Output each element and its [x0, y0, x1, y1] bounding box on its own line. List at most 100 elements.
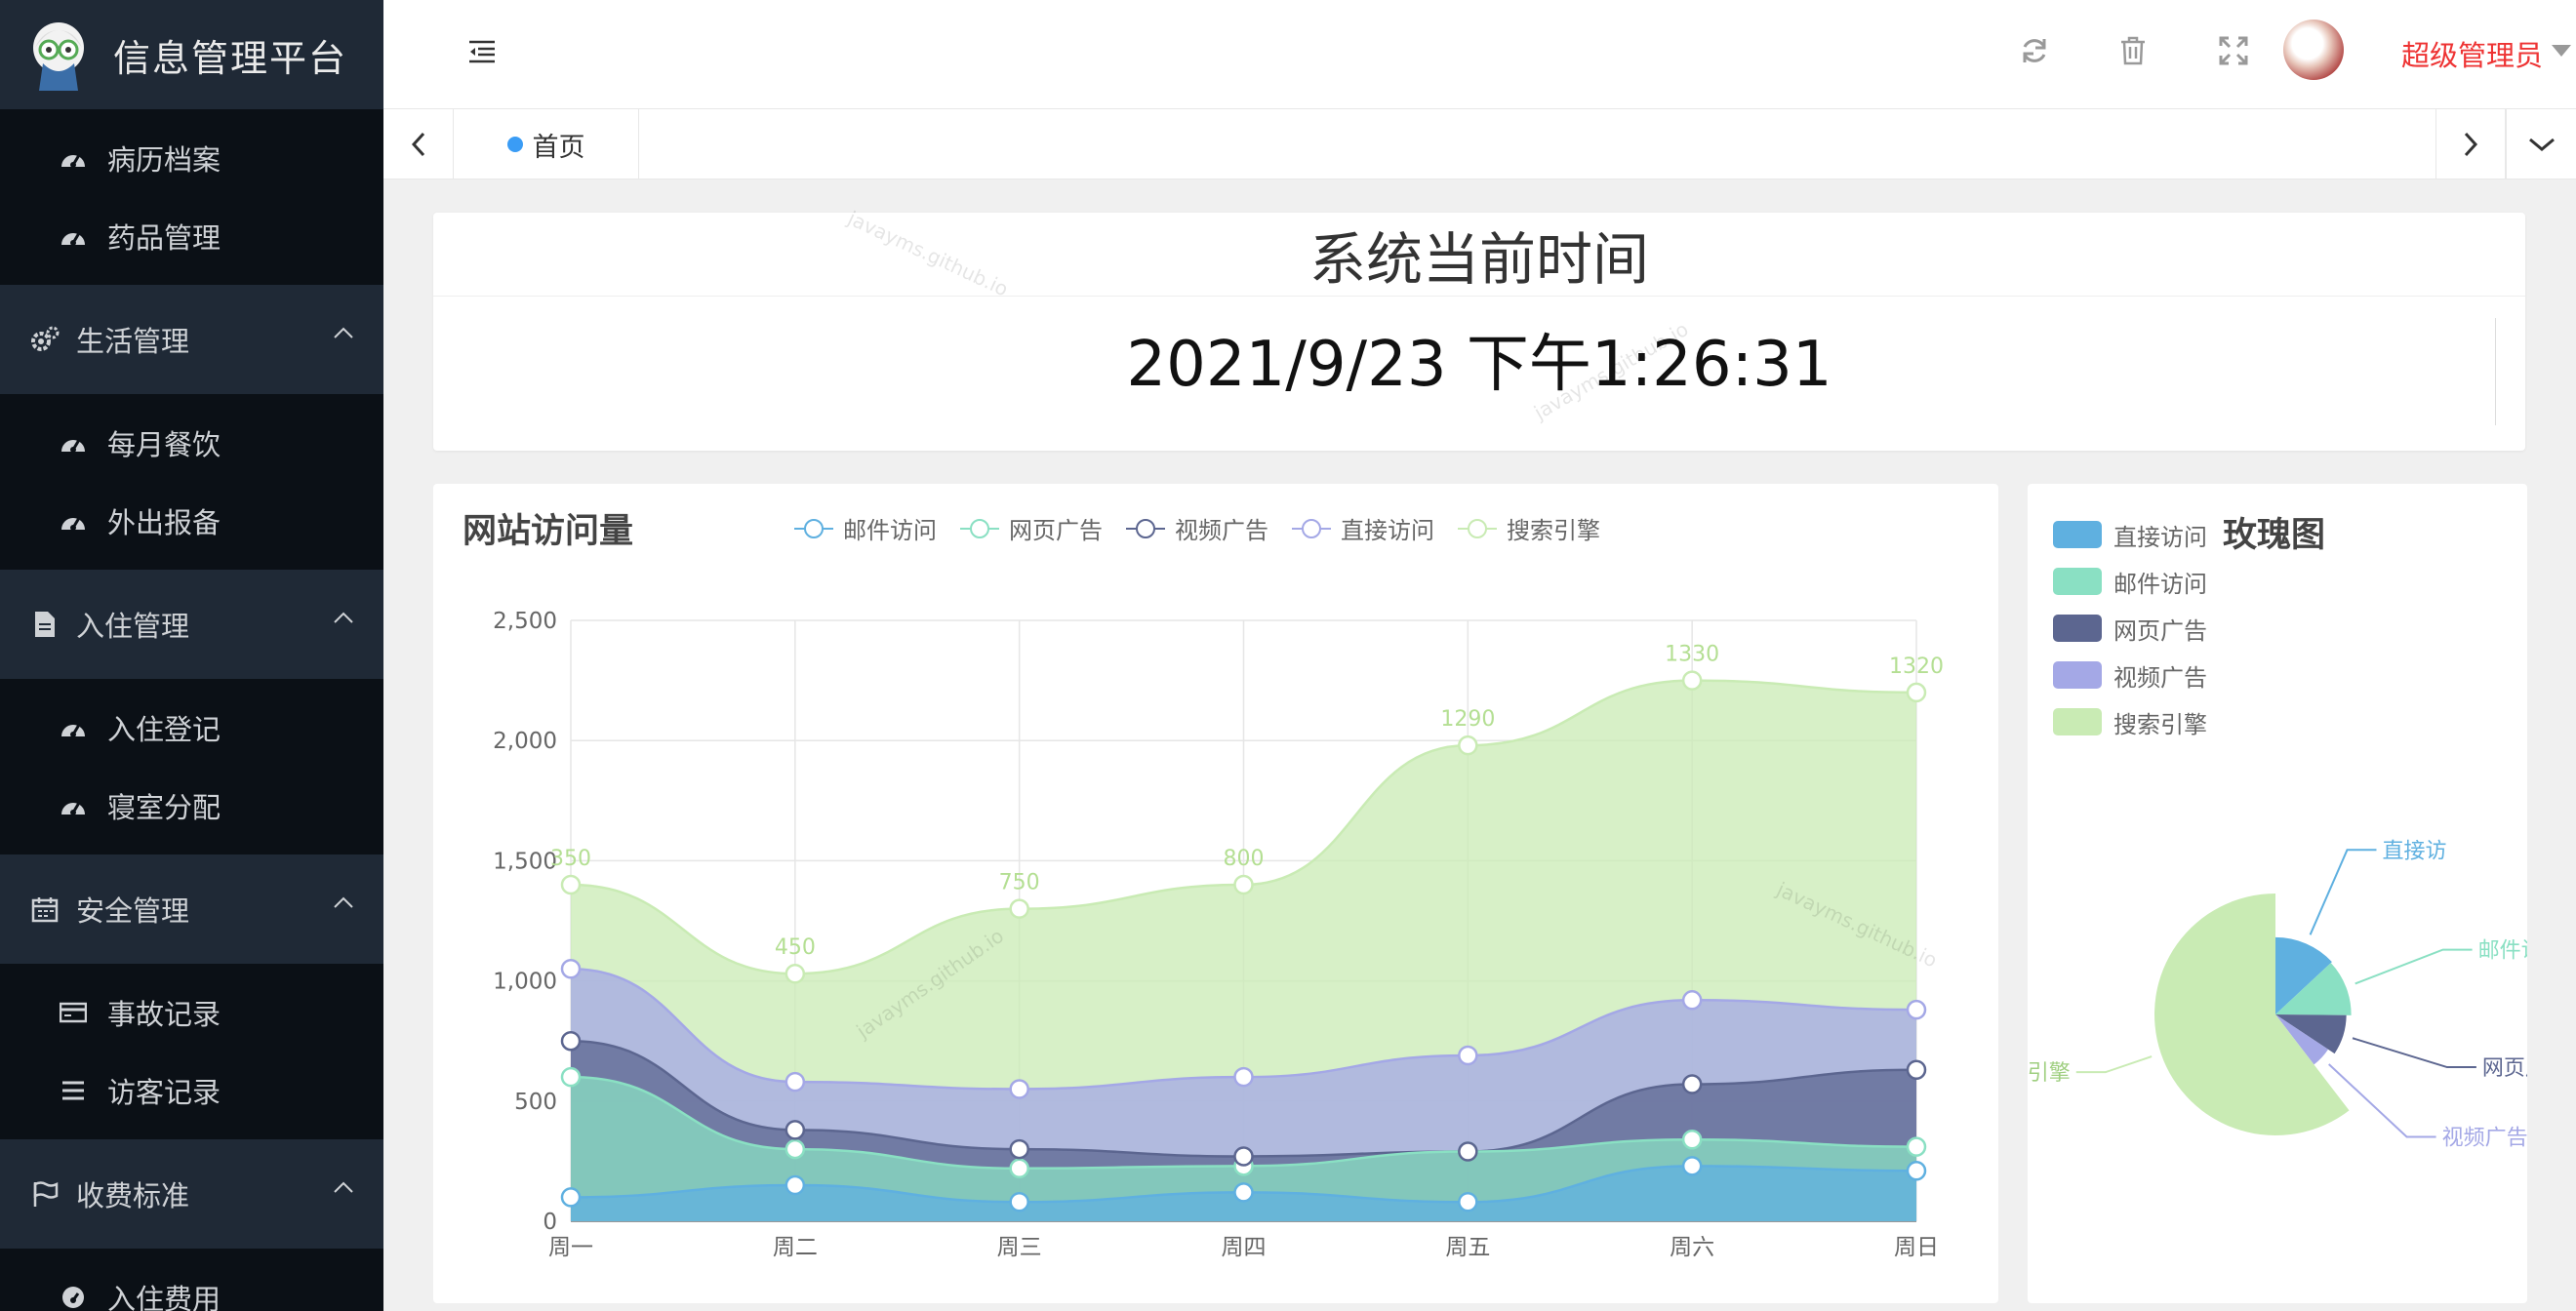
legend-swatch	[2053, 708, 2102, 735]
sidebar-item-accident-records[interactable]: 事故记录	[0, 973, 383, 1052]
legend-item[interactable]: 搜索引擎	[2053, 698, 2207, 745]
data-label: 1320	[1889, 655, 1944, 679]
sidebar-group-fees[interactable]: 收费标准	[0, 1139, 383, 1249]
sidebar-item-medical-records[interactable]: 病历档案	[0, 119, 383, 197]
legend-label: 直接访问	[2113, 523, 2207, 551]
data-point	[1009, 1192, 1029, 1212]
legend-swatch	[2053, 521, 2102, 548]
legend-item[interactable]: 网页广告	[2053, 605, 2207, 652]
data-point	[1458, 1045, 1478, 1066]
label-leader-line	[2328, 1063, 2436, 1138]
tabs-scroll-left-button[interactable]	[383, 109, 454, 179]
data-point	[1681, 1074, 1703, 1094]
sidebar-item-label: 药品管理	[107, 221, 221, 255]
rose-pie-chart: 直接访邮件访网页广告视频广告 引擎	[2028, 839, 2527, 1150]
data-point	[1458, 735, 1478, 756]
sidebar-item-checkin-fees[interactable]: 入住费用	[0, 1258, 383, 1311]
tabs-dropdown-button[interactable]	[2506, 109, 2576, 179]
sidebar-item-label: 入住费用	[107, 1283, 221, 1311]
data-point	[1906, 999, 1927, 1020]
data-point	[1906, 1136, 1927, 1157]
legend-item[interactable]: 直接访问	[2053, 511, 2207, 558]
user-name[interactable]: 超级管理员	[2401, 39, 2544, 72]
slice-label: 视频广告	[2442, 1126, 2527, 1150]
legend-item[interactable]: 视频广告	[1124, 511, 1268, 545]
y-tick-label: 500	[514, 1090, 557, 1115]
data-label: 350	[550, 847, 591, 871]
legend-label: 邮件访问	[843, 517, 937, 544]
tabs-scroll-right-button[interactable]	[2435, 109, 2506, 179]
refresh-icon[interactable]	[2019, 35, 2050, 66]
slice-label: 邮件访	[2478, 939, 2527, 964]
rose-slice	[2275, 936, 2332, 1014]
legend-swatch	[2053, 661, 2102, 689]
sidebar-item-label: 事故记录	[107, 998, 221, 1031]
sidebar-group-label: 收费标准	[76, 1179, 190, 1212]
data-point	[1458, 1141, 1478, 1162]
time-card-title: 系统当前时间	[1308, 226, 1649, 293]
legend-item[interactable]: 邮件访问	[2053, 558, 2207, 605]
x-tick-label: 周一	[548, 1235, 593, 1260]
data-point	[1458, 1192, 1478, 1212]
trash-icon[interactable]	[2118, 35, 2148, 66]
legend-item[interactable]: 直接访问	[1290, 511, 1434, 545]
legend-item[interactable]: 网页广告	[958, 511, 1103, 545]
active-dot-icon	[506, 137, 523, 152]
dashboard-icon	[59, 221, 88, 251]
data-point	[1233, 874, 1254, 895]
rose-legend: 直接访问 邮件访问 网页广告 视频广告 搜索引擎	[2053, 511, 2207, 745]
rose-slice	[2154, 894, 2350, 1135]
data-point	[1009, 1138, 1029, 1160]
x-tick-label: 周二	[773, 1235, 818, 1260]
visits-chart-card: 网站访问量 邮件访问 网页广告 视频广告 直接访问 搜索引擎 0 500 1,000…	[433, 484, 1998, 1303]
stacked-area-chart: 0 500 1,000 1,500 2,000 2,500 周一 周二 周三 周四 周五 周六 周日 35…	[493, 609, 1944, 1260]
legend-label: 网页广告	[2113, 616, 2207, 645]
sidebar-group-checkin[interactable]: 入住管理	[0, 570, 383, 679]
chevron-left-icon	[411, 132, 424, 157]
data-point	[1681, 1129, 1703, 1150]
x-tick-label: 周日	[1894, 1235, 1939, 1260]
legend-label: 搜索引擎	[2113, 710, 2207, 738]
legend-item[interactable]: 邮件访问	[792, 511, 937, 545]
legend-item[interactable]: 视频广告	[2053, 652, 2207, 698]
sidebar-group-security[interactable]: 安全管理	[0, 854, 383, 964]
data-point	[785, 963, 806, 984]
list-icon	[59, 1076, 88, 1105]
current-datetime: 2021/9/23 下午1:26:31	[1126, 329, 1832, 401]
sidebar-item-monthly-meals[interactable]: 每月餐饮	[0, 404, 383, 482]
sidebar-item-checkin-register[interactable]: 入住登记	[0, 689, 383, 767]
sidebar-item-outing-report[interactable]: 外出报备	[0, 482, 383, 560]
brand: 信息管理平台	[0, 0, 383, 109]
caret-down-icon[interactable]	[2552, 45, 2571, 57]
tabs-bar: 首页	[383, 109, 2576, 179]
sidebar-group-label: 生活管理	[76, 325, 190, 358]
sidebar-item-medicine[interactable]: 药品管理	[0, 197, 383, 275]
flag-icon	[29, 1178, 60, 1210]
card-icon	[59, 998, 88, 1027]
x-tick-label: 周三	[997, 1235, 1042, 1260]
legend-label: 直接访问	[1341, 517, 1434, 544]
legend-swatch	[2053, 568, 2102, 595]
sidebar-item-dorm-assign[interactable]: 寝室分配	[0, 767, 383, 845]
sidebar-item-visitor-records[interactable]: 访客记录	[0, 1052, 383, 1130]
data-point	[1906, 1059, 1927, 1081]
legend-label: 邮件访问	[2113, 570, 2207, 598]
sidebar-group-label: 安全管理	[76, 894, 190, 928]
sidebar-item-label: 寝室分配	[107, 791, 221, 824]
slice-label: 网页广告	[2482, 1056, 2527, 1081]
menu-toggle-icon[interactable]	[467, 39, 497, 64]
data-point	[1906, 682, 1927, 703]
dashboard-icon	[59, 428, 88, 457]
sidebar-group-life[interactable]: 生活管理	[0, 285, 383, 394]
fullscreen-icon[interactable]	[2218, 35, 2249, 66]
tab-home[interactable]: 首页	[454, 109, 639, 179]
data-point	[560, 1066, 582, 1088]
data-label: 1290	[1440, 707, 1495, 732]
data-point	[1009, 898, 1029, 919]
legend-item[interactable]: 搜索引擎	[1456, 511, 1600, 545]
rose-slice	[2275, 1014, 2329, 1065]
data-point	[1233, 1182, 1254, 1203]
data-point	[1681, 1156, 1703, 1176]
slice-label: 引擎	[2028, 1061, 2071, 1086]
avatar[interactable]	[2283, 20, 2344, 80]
